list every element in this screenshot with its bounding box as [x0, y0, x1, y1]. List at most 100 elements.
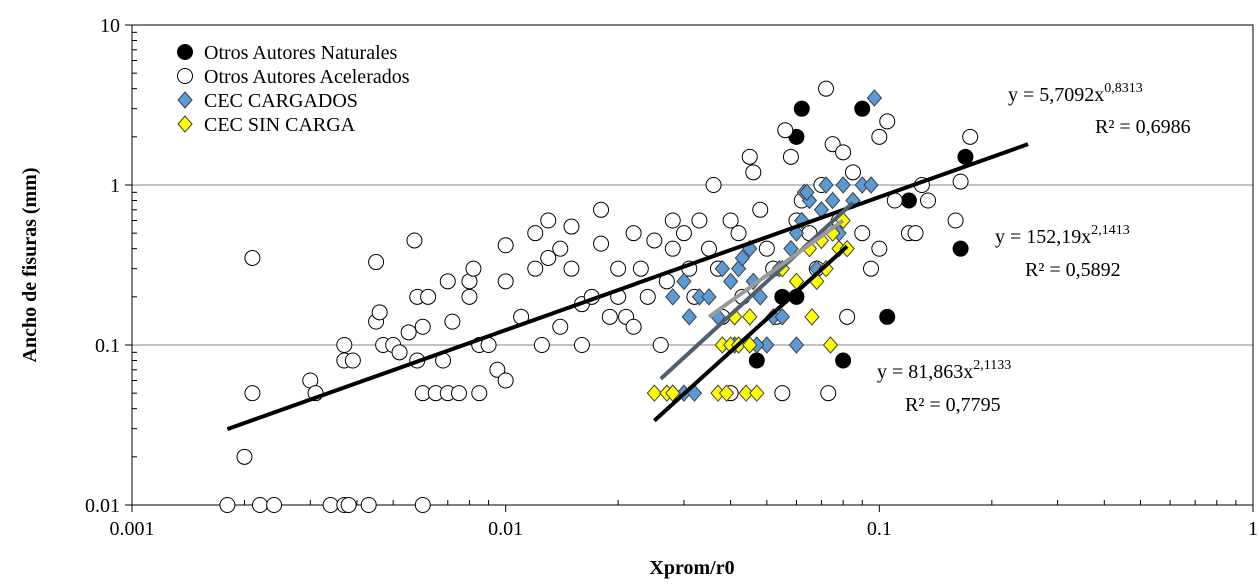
- trend-line: [653, 244, 849, 423]
- point: [527, 260, 544, 277]
- point: [907, 225, 924, 242]
- point: [391, 344, 408, 361]
- point: [854, 100, 871, 117]
- point: [400, 324, 417, 341]
- point: [866, 89, 883, 107]
- point: [360, 497, 377, 513]
- point: [244, 385, 261, 402]
- equation: y = 152,19x2,1413: [995, 223, 1130, 248]
- point: [414, 497, 431, 513]
- point: [450, 385, 467, 402]
- point: [371, 304, 388, 321]
- point: [920, 192, 937, 209]
- point: [465, 260, 482, 277]
- legend-label: Otros Autores Acelerados: [204, 66, 410, 88]
- point: [251, 497, 268, 513]
- equation: y = 81,863x2,1133: [877, 358, 1011, 383]
- point: [871, 128, 888, 145]
- point: [646, 384, 663, 402]
- point: [730, 225, 747, 242]
- point: [718, 384, 735, 402]
- r-squared: R² = 0,5892: [1025, 259, 1121, 281]
- trend-line: [226, 142, 1029, 432]
- point: [563, 218, 580, 235]
- point: [818, 80, 835, 97]
- point: [414, 318, 431, 335]
- point: [461, 288, 478, 305]
- point: [420, 288, 437, 305]
- equation: y = 5,7092x0,8313: [1008, 81, 1143, 106]
- y-axis-title: Ancho de fisuras (mm): [19, 168, 41, 363]
- point: [368, 254, 385, 271]
- point: [681, 308, 697, 326]
- legend-label: CEC CARGADOS: [204, 90, 358, 112]
- point: [625, 318, 642, 335]
- point: [563, 260, 580, 277]
- point: [533, 337, 550, 353]
- point: [871, 240, 888, 257]
- point: [593, 201, 610, 218]
- y-tick-label: 0.01: [85, 495, 120, 517]
- equation-exponent: 0,8313: [1104, 81, 1143, 96]
- point: [340, 497, 357, 513]
- point: [497, 372, 514, 389]
- point: [552, 240, 569, 257]
- point: [758, 240, 775, 257]
- equation-text: y = 152,19x: [995, 226, 1091, 248]
- point: [489, 361, 506, 378]
- point: [444, 313, 461, 330]
- point: [244, 249, 261, 266]
- point: [863, 260, 880, 277]
- point: [835, 352, 852, 369]
- point: [497, 273, 514, 290]
- point: [835, 144, 852, 161]
- point: [540, 212, 557, 229]
- point: [738, 384, 754, 402]
- point: [822, 336, 839, 354]
- point: [759, 336, 775, 354]
- legend-marker: [177, 115, 193, 133]
- point: [804, 308, 820, 326]
- point: [788, 336, 805, 354]
- legend-marker: [177, 91, 193, 109]
- point: [610, 260, 627, 277]
- point: [947, 212, 964, 229]
- point: [652, 337, 669, 353]
- point: [900, 192, 917, 209]
- point: [734, 249, 751, 267]
- point: [742, 308, 758, 326]
- trend-line: [659, 201, 855, 381]
- point: [793, 100, 810, 117]
- point: [625, 225, 642, 242]
- point: [794, 211, 810, 230]
- point: [745, 272, 761, 291]
- point: [722, 272, 739, 291]
- legend-marker: [177, 68, 193, 84]
- plot-border: [131, 24, 1254, 506]
- point: [742, 336, 758, 354]
- equation-exponent: 2,1413: [1091, 223, 1130, 238]
- point: [722, 212, 739, 229]
- point: [573, 337, 590, 353]
- point: [782, 148, 799, 165]
- y-tick-label: 10: [100, 15, 120, 37]
- legend-label: Otros Autores Naturales: [204, 42, 398, 64]
- point: [714, 259, 730, 278]
- point: [701, 288, 717, 306]
- point: [497, 237, 514, 254]
- point: [471, 385, 488, 402]
- point: [406, 232, 423, 249]
- point: [676, 272, 692, 291]
- x-axis-title: Xprom/r0: [649, 557, 734, 579]
- x-tick-label: 0.001: [110, 518, 155, 540]
- point: [844, 164, 861, 181]
- point: [266, 497, 283, 513]
- point: [962, 128, 979, 145]
- r-squared: R² = 0,6986: [1095, 116, 1191, 138]
- point: [952, 240, 969, 257]
- point: [527, 225, 544, 242]
- point: [540, 249, 557, 266]
- point: [691, 212, 708, 229]
- point: [799, 183, 815, 202]
